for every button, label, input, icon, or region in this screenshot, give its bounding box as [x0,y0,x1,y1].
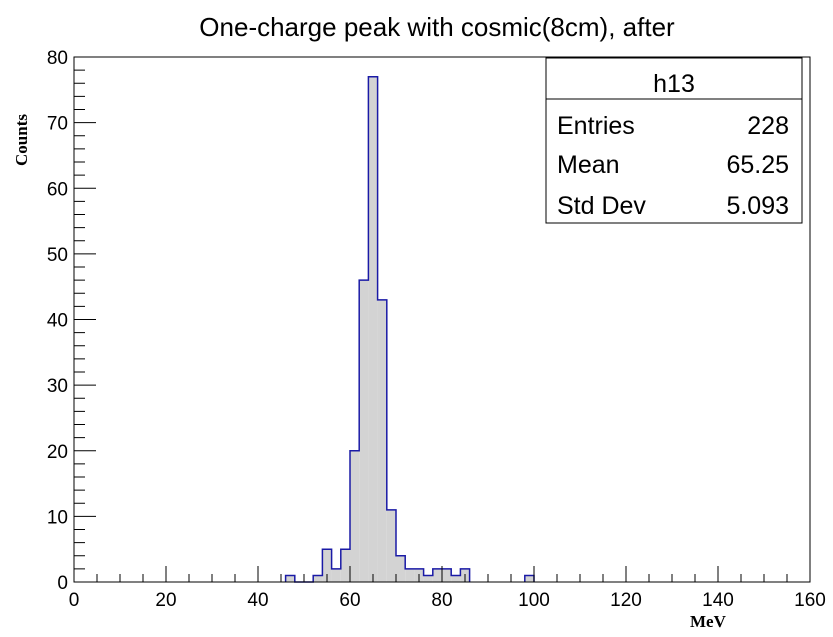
histogram-bar [386,509,396,582]
stats-mean-value: 65.25 [726,151,789,179]
histogram-bar [340,549,350,582]
histogram-bar [322,549,332,582]
y-tick-label: 80 [47,48,68,69]
y-tick-label: 70 [47,114,68,135]
chart-title: One-charge peak with cosmic(8cm), after [199,12,675,42]
histogram-bar [396,555,406,582]
x-tick-label: 120 [610,590,642,611]
x-tick-label: 80 [431,590,452,611]
stats-entries-value: 228 [747,112,789,140]
stats-box-name: h13 [653,70,695,98]
y-tick-label: 40 [47,311,68,332]
stats-stddev-value: 5.093 [726,192,789,220]
histogram-bar [432,568,442,582]
histogram-layer [284,75,535,583]
histogram-bar [442,568,452,582]
histogram-bar [524,575,534,582]
x-axis: 0 20 40 60 80 100 120 140 160 [69,566,826,611]
y-tick-label: 0 [57,573,68,594]
y-tick-label: 30 [47,376,68,397]
histogram-bar [405,568,415,582]
histogram-bar [451,575,461,582]
histogram-bar [285,575,295,582]
histogram-bar [359,280,369,582]
x-tick-label: 20 [155,590,176,611]
y-axis-label: Counts [12,114,31,166]
y-tick-label: 20 [47,442,68,463]
stats-box: h13 Entries 228 Mean 65.25 Std Dev 5.093 [545,57,803,224]
histogram-bar [350,450,360,582]
y-tick-label: 10 [47,507,68,528]
x-tick-label: 40 [247,590,268,611]
histogram-bar [368,76,378,582]
y-tick-label: 60 [47,179,68,200]
x-axis-label: MeV [690,612,727,631]
y-tick-label: 50 [47,245,68,266]
stats-box-frame [545,57,803,224]
stats-entries-label: Entries [557,112,635,140]
x-tick-label: 100 [518,590,550,611]
histogram-outline [284,75,535,583]
stats-stddev-label: Std Dev [557,192,646,220]
x-tick-label: 160 [794,590,826,611]
stats-mean-label: Mean [557,151,620,179]
y-axis: 0 10 20 30 40 50 60 70 80 [47,48,96,594]
x-tick-label: 140 [702,590,734,611]
histogram-bar [377,299,387,582]
x-tick-label: 60 [339,590,360,611]
histogram-bar [331,568,341,582]
histogram-bar [423,575,433,582]
x-tick-label: 0 [69,590,80,611]
histogram-bar [313,575,323,582]
